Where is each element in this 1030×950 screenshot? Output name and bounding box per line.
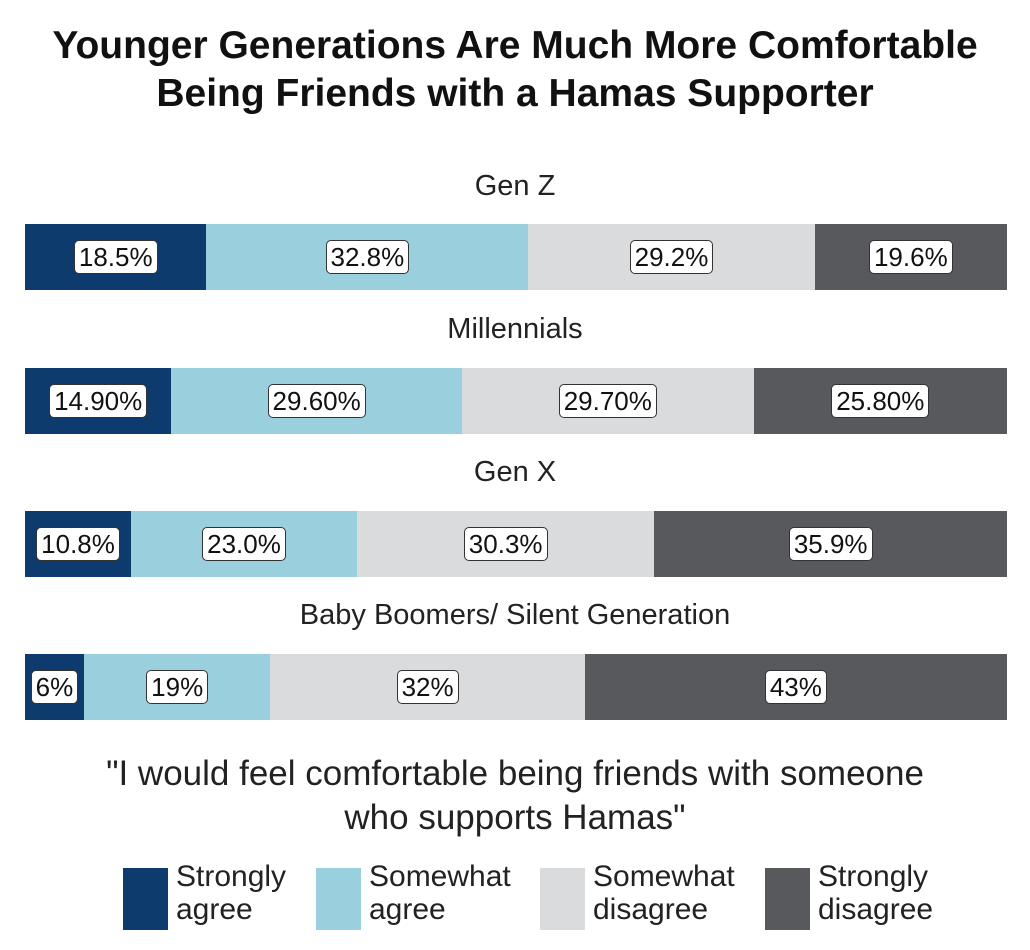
bar-segment-strongly-agree: 6% <box>25 654 84 720</box>
caption-line-2: who supports Hamas" <box>344 798 686 837</box>
bar-segment-somewhat-disagree: 30.3% <box>356 511 655 577</box>
bar-segment-somewhat-agree: 19% <box>83 654 271 720</box>
data-label-somewhat-disagree: 30.3% <box>463 527 548 561</box>
data-label-strongly-disagree: 35.9% <box>788 527 873 561</box>
legend-item-strongly-agree: Strongly agree <box>123 860 336 930</box>
data-label-strongly-agree: 10.8% <box>36 527 120 561</box>
group-label-gen-x: Gen X <box>473 456 557 488</box>
group-label-millennials: Millennials <box>447 313 583 345</box>
bar-segment-somewhat-disagree: 29.70% <box>461 368 754 434</box>
legend-swatch-strongly-agree <box>123 868 168 930</box>
bar-baby-boomers: 6% 19% 32% 43% <box>25 654 1007 720</box>
legend-label-somewhat-disagree: Somewhat disagree <box>593 860 735 926</box>
legend-swatch-somewhat-disagree <box>540 868 585 930</box>
legend-item-strongly-disagree: Strongly disagree <box>765 860 978 930</box>
bar-gen-z: 18.5% 32.8% 29.2% 19.6% <box>25 224 1007 290</box>
legend-item-somewhat-disagree: Somewhat disagree <box>540 860 753 930</box>
legend-item-somewhat-agree: Somewhat agree <box>316 860 529 930</box>
data-label-strongly-disagree: 25.80% <box>831 384 930 418</box>
data-label-somewhat-agree: 32.8% <box>325 240 410 274</box>
bar-segment-somewhat-agree: 32.8% <box>206 224 529 290</box>
legend: Strongly agree Somewhat agree Somewhat d… <box>0 860 1030 936</box>
group-label-baby-boomers: Baby Boomers/ Silent Generation <box>299 599 731 631</box>
bar-gen-x: 10.8% 23.0% 30.3% 35.9% <box>25 511 1007 577</box>
bar-millennials: 14.90% 29.60% 29.70% 25.80% <box>25 368 1007 434</box>
chart-title: Younger Generations Are Much More Comfor… <box>0 22 1030 118</box>
bar-segment-strongly-disagree: 19.6% <box>814 224 1007 290</box>
chart-title-line-1: Younger Generations Are Much More Comfor… <box>52 24 978 67</box>
bar-segment-strongly-disagree: 43% <box>584 654 1007 720</box>
legend-swatch-strongly-disagree <box>765 868 810 930</box>
bar-segment-strongly-disagree: 35.9% <box>654 511 1007 577</box>
bar-segment-strongly-disagree: 25.80% <box>753 368 1007 434</box>
bar-segment-somewhat-agree: 23.0% <box>131 511 357 577</box>
data-label-strongly-agree: 18.5% <box>73 240 158 274</box>
bar-segment-strongly-agree: 14.90% <box>25 368 172 434</box>
data-label-strongly-disagree: 43% <box>764 670 827 704</box>
chart-title-line-2: Being Friends with a Hamas Supporter <box>156 72 874 115</box>
bar-segment-somewhat-disagree: 29.2% <box>528 224 815 290</box>
data-label-somewhat-agree: 19% <box>146 670 209 704</box>
legend-label-somewhat-agree: Somewhat agree <box>369 860 511 926</box>
caption-line-1: "I would feel comfortable being friends … <box>106 754 924 793</box>
survey-question-caption: "I would feel comfortable being friends … <box>0 752 1030 840</box>
data-label-somewhat-agree: 23.0% <box>202 527 286 561</box>
data-label-strongly-agree: 14.90% <box>49 384 148 418</box>
bar-segment-strongly-agree: 10.8% <box>25 511 132 577</box>
legend-label-strongly-agree: Strongly agree <box>176 860 287 926</box>
data-label-somewhat-disagree: 29.2% <box>629 240 714 274</box>
bar-segment-strongly-agree: 18.5% <box>25 224 207 290</box>
bar-segment-somewhat-agree: 29.60% <box>171 368 462 434</box>
data-label-strongly-disagree: 19.6% <box>868 240 953 274</box>
legend-label-strongly-disagree: Strongly disagree <box>818 860 934 926</box>
legend-swatch-somewhat-agree <box>316 868 361 930</box>
data-label-strongly-agree: 6% <box>30 670 79 704</box>
data-label-somewhat-disagree: 29.70% <box>558 384 657 418</box>
bar-segment-somewhat-disagree: 32% <box>270 654 585 720</box>
group-label-gen-z: Gen Z <box>474 170 556 202</box>
data-label-somewhat-disagree: 32% <box>396 670 459 704</box>
data-label-somewhat-agree: 29.60% <box>267 384 366 418</box>
